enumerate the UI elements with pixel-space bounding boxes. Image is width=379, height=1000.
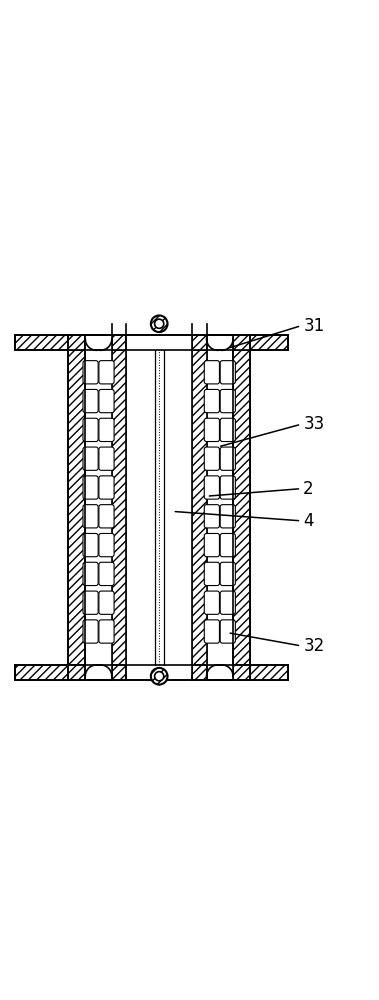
Circle shape [151, 315, 168, 332]
Bar [192, 665, 207, 680]
Text: 33: 33 [303, 415, 324, 433]
Bar [192, 335, 207, 350]
FancyBboxPatch shape [99, 533, 114, 557]
Bar [233, 665, 250, 680]
FancyBboxPatch shape [204, 533, 219, 557]
Bar [15, 665, 68, 680]
FancyBboxPatch shape [99, 389, 114, 413]
Circle shape [155, 672, 164, 681]
FancyBboxPatch shape [220, 533, 235, 557]
FancyBboxPatch shape [204, 447, 219, 470]
FancyBboxPatch shape [220, 447, 235, 470]
FancyBboxPatch shape [99, 361, 114, 384]
FancyBboxPatch shape [220, 591, 235, 614]
Bar [15, 335, 68, 350]
FancyBboxPatch shape [204, 476, 219, 499]
Bar [192, 350, 207, 665]
FancyBboxPatch shape [204, 620, 219, 643]
FancyBboxPatch shape [99, 418, 114, 442]
FancyBboxPatch shape [220, 418, 235, 442]
Bar [250, 665, 288, 680]
FancyBboxPatch shape [83, 591, 98, 614]
FancyBboxPatch shape [220, 361, 235, 384]
FancyBboxPatch shape [83, 533, 98, 557]
Bar [68, 665, 85, 680]
Text: 32: 32 [303, 637, 324, 655]
Bar [112, 350, 126, 665]
FancyBboxPatch shape [204, 591, 219, 614]
Bar [233, 335, 250, 350]
FancyBboxPatch shape [204, 505, 219, 528]
Bar [112, 665, 126, 680]
FancyBboxPatch shape [83, 361, 98, 384]
Bar [68, 335, 85, 350]
FancyBboxPatch shape [220, 476, 235, 499]
Bar [15, 335, 68, 350]
Bar [207, 665, 233, 680]
Bar [192, 665, 207, 680]
Bar [68, 335, 85, 350]
FancyBboxPatch shape [99, 562, 114, 586]
FancyBboxPatch shape [204, 562, 219, 586]
FancyBboxPatch shape [204, 361, 219, 384]
Bar [207, 335, 233, 350]
FancyBboxPatch shape [83, 447, 98, 470]
Bar [233, 350, 250, 665]
FancyBboxPatch shape [83, 620, 98, 643]
FancyBboxPatch shape [83, 389, 98, 413]
Text: 31: 31 [303, 317, 324, 335]
FancyBboxPatch shape [99, 476, 114, 499]
Bar [250, 335, 288, 350]
FancyBboxPatch shape [99, 505, 114, 528]
FancyBboxPatch shape [99, 620, 114, 643]
Bar [192, 335, 207, 350]
Circle shape [151, 668, 168, 685]
Bar [126, 335, 192, 350]
Bar [233, 335, 250, 350]
Bar [126, 665, 192, 680]
Bar [85, 665, 112, 680]
Bar [112, 335, 126, 350]
FancyBboxPatch shape [83, 476, 98, 499]
FancyBboxPatch shape [83, 562, 98, 586]
Bar [233, 665, 250, 680]
Bar [68, 665, 85, 680]
FancyBboxPatch shape [99, 591, 114, 614]
FancyBboxPatch shape [204, 418, 219, 442]
Circle shape [155, 319, 164, 328]
Bar [112, 350, 126, 665]
FancyBboxPatch shape [204, 389, 219, 413]
FancyBboxPatch shape [83, 505, 98, 528]
FancyBboxPatch shape [220, 562, 235, 586]
FancyBboxPatch shape [220, 389, 235, 413]
Bar [85, 335, 112, 350]
Bar [250, 665, 288, 680]
Bar [15, 665, 68, 680]
Bar [112, 665, 126, 680]
Bar [112, 335, 126, 350]
Text: 4: 4 [303, 512, 314, 530]
Bar [192, 350, 207, 665]
Bar [68, 350, 85, 665]
FancyBboxPatch shape [83, 418, 98, 442]
Bar [68, 350, 85, 665]
FancyBboxPatch shape [220, 620, 235, 643]
FancyBboxPatch shape [220, 505, 235, 528]
Text: 2: 2 [303, 480, 314, 498]
Bar [250, 335, 288, 350]
Bar [233, 350, 250, 665]
FancyBboxPatch shape [99, 447, 114, 470]
